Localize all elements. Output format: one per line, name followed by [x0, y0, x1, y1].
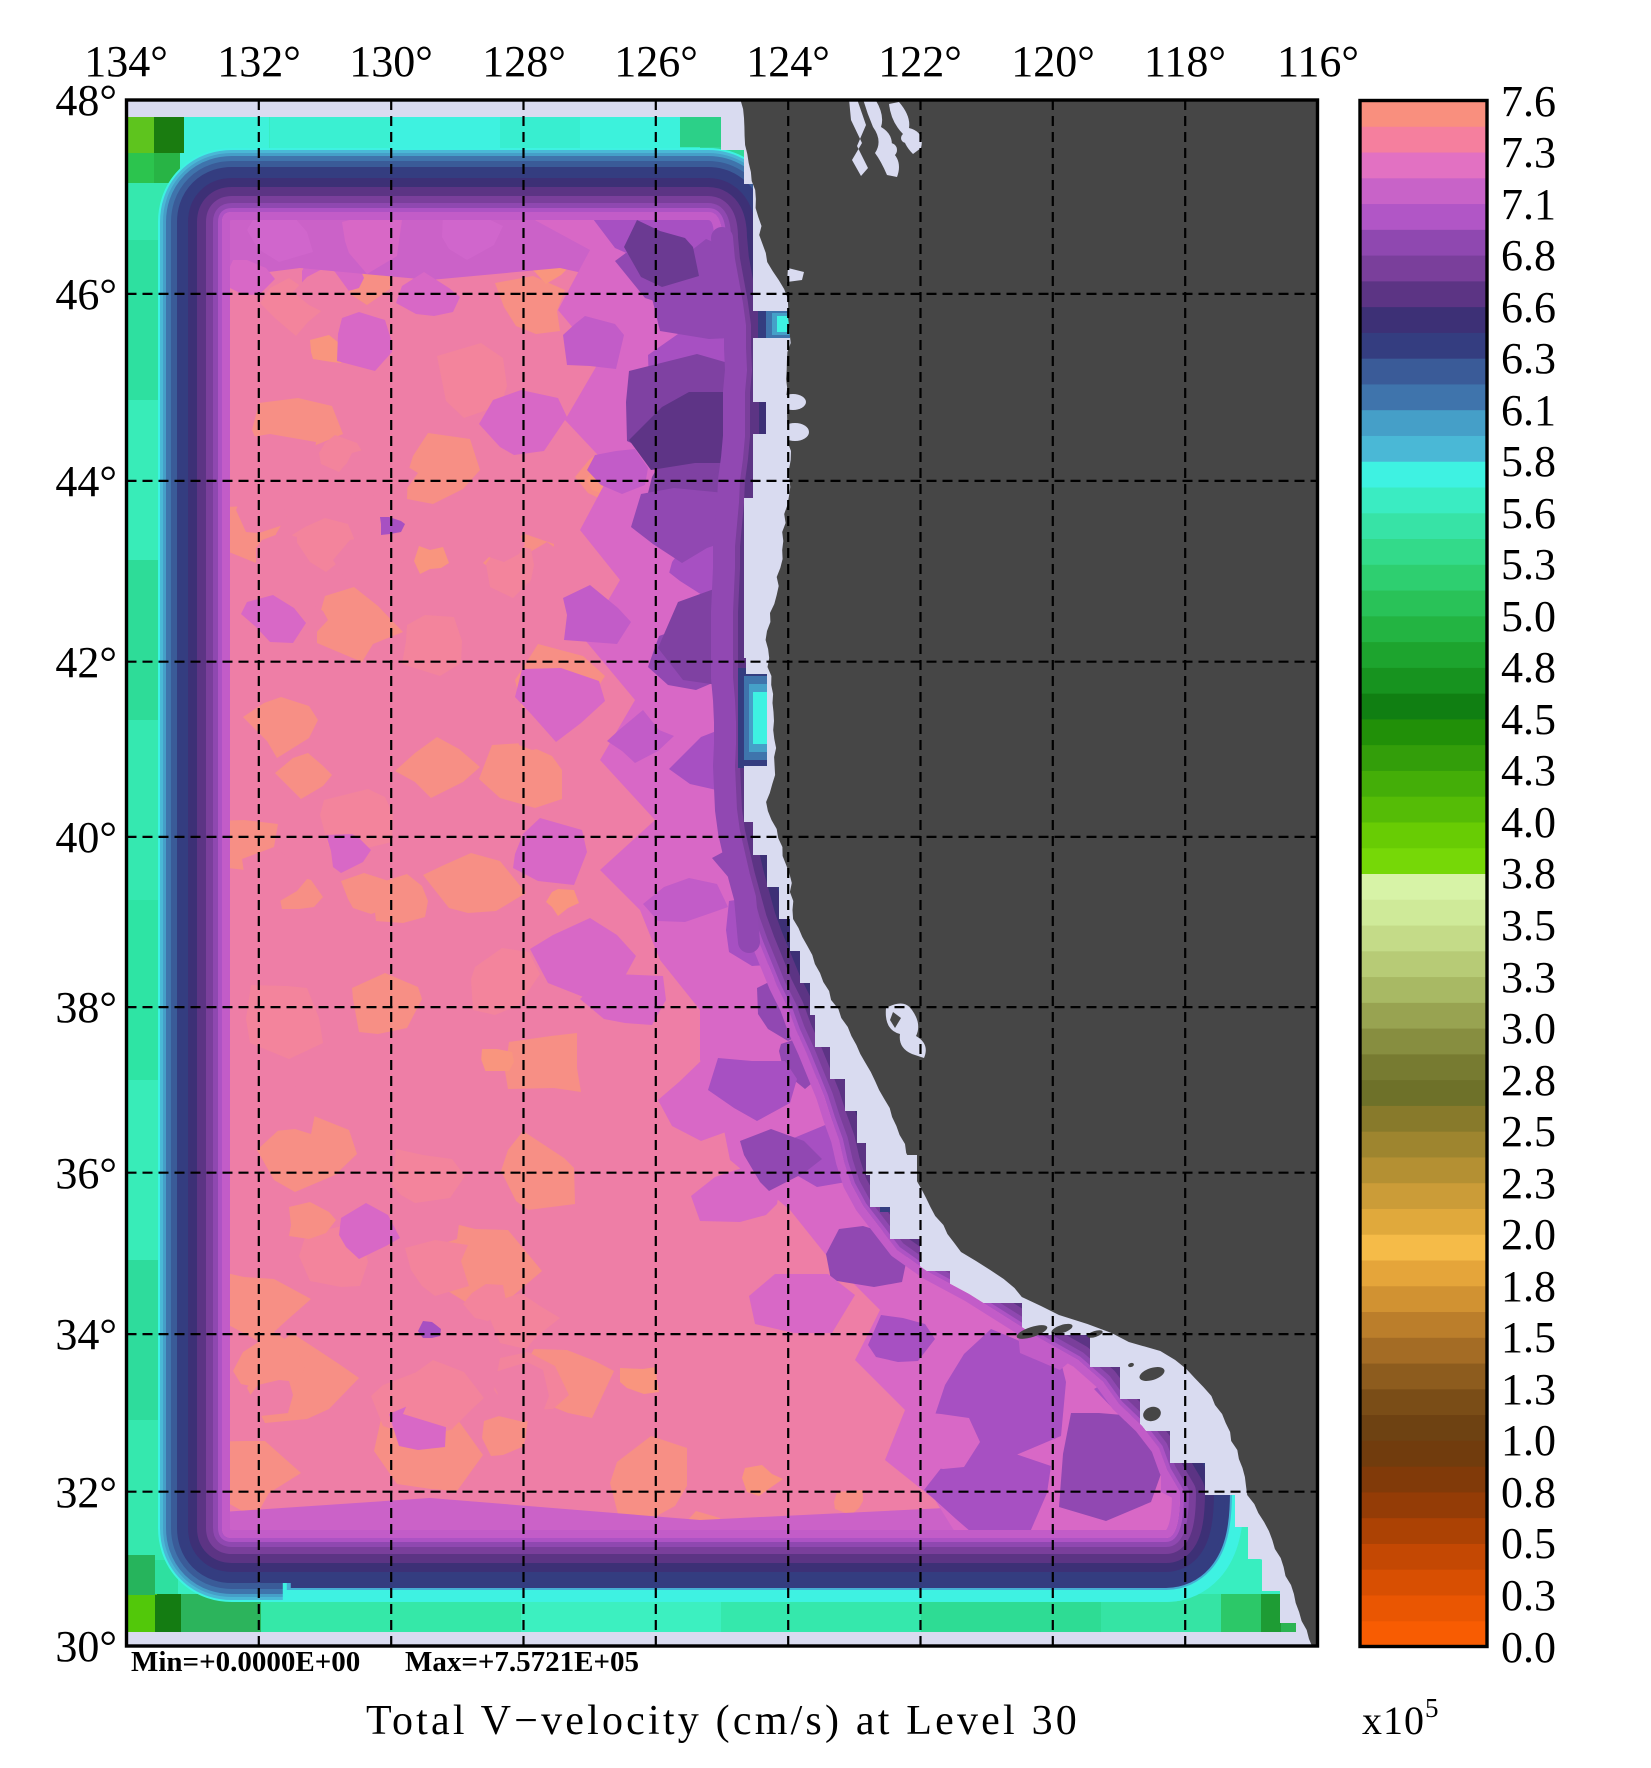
svg-text:0.8: 0.8	[1501, 1468, 1556, 1517]
svg-text:1.5: 1.5	[1501, 1313, 1556, 1362]
svg-text:34°: 34°	[55, 1310, 117, 1359]
svg-text:3.8: 3.8	[1501, 849, 1556, 898]
svg-text:2.3: 2.3	[1501, 1159, 1556, 1208]
svg-text:2.8: 2.8	[1501, 1056, 1556, 1105]
svg-text:3.3: 3.3	[1501, 953, 1556, 1002]
svg-text:2.5: 2.5	[1501, 1107, 1556, 1156]
svg-text:126°: 126°	[614, 37, 698, 86]
svg-text:Total V−velocity (cm/s) at Lev: Total V−velocity (cm/s) at Level 30	[366, 1698, 1080, 1744]
svg-text:42°: 42°	[55, 638, 117, 687]
svg-text:7.6: 7.6	[1501, 77, 1556, 126]
svg-text:30°: 30°	[55, 1622, 117, 1671]
svg-text:1.3: 1.3	[1501, 1365, 1556, 1414]
svg-text:1.0: 1.0	[1501, 1416, 1556, 1465]
svg-text:4.0: 4.0	[1501, 798, 1556, 847]
svg-text:40°: 40°	[55, 813, 117, 862]
svg-text:4.3: 4.3	[1501, 746, 1556, 795]
svg-text:116°: 116°	[1277, 37, 1359, 86]
svg-text:46°: 46°	[55, 270, 117, 319]
svg-text:122°: 122°	[878, 37, 962, 86]
svg-text:6.6: 6.6	[1501, 283, 1556, 332]
svg-text:Max=+7.5721E+05: Max=+7.5721E+05	[405, 1646, 639, 1678]
svg-text:4.8: 4.8	[1501, 643, 1556, 692]
svg-text:134°: 134°	[84, 37, 168, 86]
svg-text:5.8: 5.8	[1501, 437, 1556, 486]
svg-text:2.0: 2.0	[1501, 1210, 1556, 1259]
svg-text:124°: 124°	[746, 37, 830, 86]
svg-text:6.8: 6.8	[1501, 231, 1556, 280]
svg-text:0.0: 0.0	[1501, 1623, 1556, 1672]
svg-text:5.0: 5.0	[1501, 592, 1556, 641]
svg-text:132°: 132°	[217, 37, 301, 86]
svg-text:6.3: 6.3	[1501, 334, 1556, 383]
svg-text:130°: 130°	[349, 37, 433, 86]
svg-text:1.8: 1.8	[1501, 1262, 1556, 1311]
svg-text:44°: 44°	[55, 457, 117, 506]
svg-text:7.3: 7.3	[1501, 128, 1556, 177]
svg-text:4.5: 4.5	[1501, 695, 1556, 744]
svg-text:0.3: 0.3	[1501, 1571, 1556, 1620]
svg-text:6.1: 6.1	[1501, 386, 1556, 435]
svg-text:32°: 32°	[55, 1468, 117, 1517]
svg-text:36°: 36°	[55, 1149, 117, 1198]
svg-text:118°: 118°	[1144, 37, 1226, 86]
svg-text:Min=+0.0000E+00: Min=+0.0000E+00	[131, 1646, 360, 1678]
svg-text:5.6: 5.6	[1501, 489, 1556, 538]
svg-text:3.0: 3.0	[1501, 1004, 1556, 1053]
svg-text:7.1: 7.1	[1501, 180, 1556, 229]
svg-text:5.3: 5.3	[1501, 540, 1556, 589]
svg-text:120°: 120°	[1011, 37, 1095, 86]
svg-text:3.5: 3.5	[1501, 901, 1556, 950]
svg-text:38°: 38°	[55, 983, 117, 1032]
svg-text:128°: 128°	[482, 37, 566, 86]
svg-text:48°: 48°	[55, 76, 117, 125]
svg-text:0.5: 0.5	[1501, 1519, 1556, 1568]
